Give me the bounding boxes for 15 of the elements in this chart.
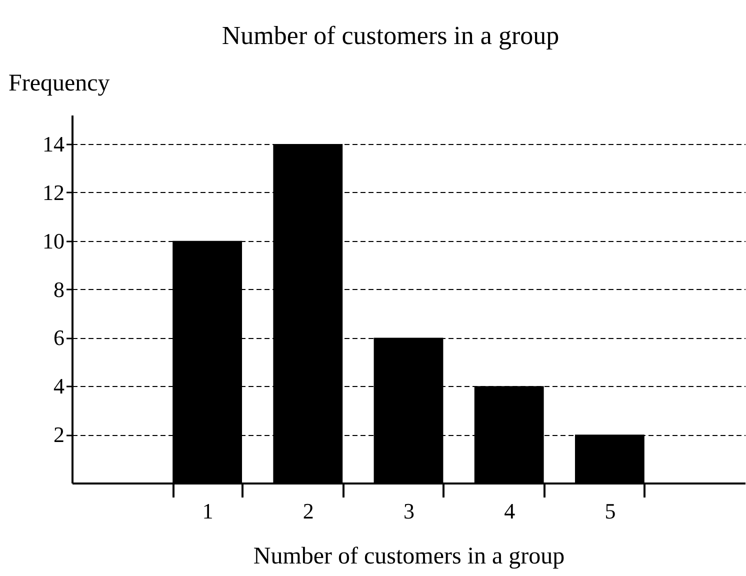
x-tick-label: 3 [404, 498, 414, 524]
y-axis-title: Frequency [8, 70, 110, 96]
x-tick-label: 1 [202, 498, 214, 524]
x-tick-label: 4 [504, 498, 516, 524]
x-tick-label: 5 [604, 498, 616, 524]
x-axis-title: Number of customers in a group [253, 544, 565, 570]
x-tick-label: 2 [302, 498, 314, 524]
y-tick-label: 2 [54, 422, 64, 448]
y-tick-label: 14 [42, 132, 64, 157]
chart-title: Number of customers in a group [222, 21, 560, 50]
y-tick-label: 10 [42, 228, 64, 254]
y-tick-label: 4 [54, 374, 64, 399]
y-tick-label: 6 [54, 325, 64, 350]
y-tick-label: 8 [54, 276, 64, 302]
y-tick-label: 12 [42, 180, 64, 205]
